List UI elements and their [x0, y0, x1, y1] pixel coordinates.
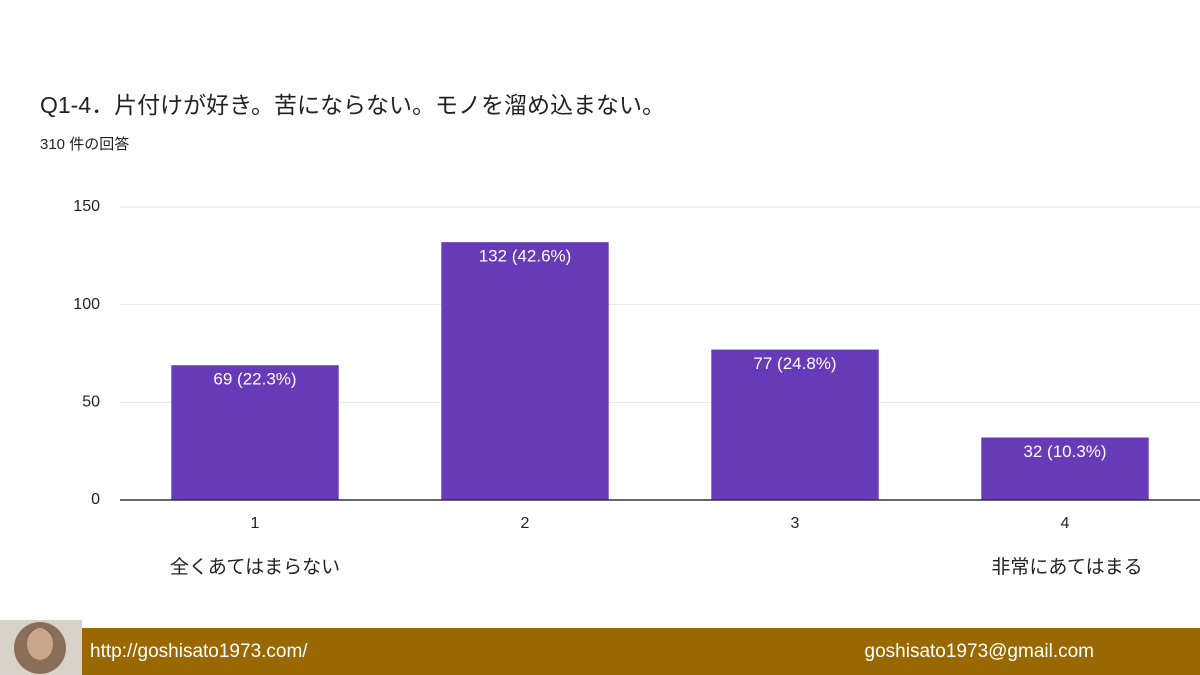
x-tick-label: 1: [251, 515, 260, 532]
value-label: 32 (10.3%): [1023, 442, 1106, 461]
y-tick-label: 150: [73, 198, 100, 215]
chart-title: Q1-4．片付けが好き。苦にならない。モノを溜め込まない。: [40, 92, 665, 118]
profile-photo: [0, 620, 82, 675]
x-tick-label: 4: [1061, 515, 1070, 532]
bar: [981, 437, 1149, 500]
x-tick-label: 3: [791, 515, 800, 532]
value-label: 69 (22.3%): [213, 370, 296, 389]
x-tick-label: 2: [521, 515, 530, 532]
chart-subtitle: 310 件の回答: [40, 136, 129, 153]
bar: [711, 349, 879, 500]
bar: [441, 242, 609, 500]
footer-url: http://goshisato1973.com/: [90, 641, 308, 662]
y-tick-label: 0: [91, 491, 100, 508]
chart: 0 50 100 150 1 69 (22.3%) 2 132 (42.6%) 3 77 (24.…: [73, 198, 1200, 532]
value-label: 77 (24.8%): [753, 354, 836, 373]
value-label: 132 (42.6%): [479, 247, 572, 266]
annotation: 全くあてはまらない: [170, 556, 340, 578]
footer-bar: [0, 628, 1200, 675]
bar: [171, 365, 339, 500]
annotation: 非常にあてはまる: [991, 556, 1142, 578]
footer-email: goshisato1973@gmail.com: [865, 641, 1094, 662]
y-tick-label: 100: [73, 296, 100, 313]
y-tick-label: 50: [82, 394, 100, 411]
